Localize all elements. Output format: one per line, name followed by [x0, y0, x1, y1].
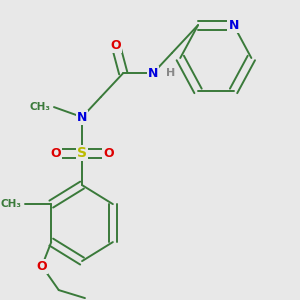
Text: N: N	[77, 111, 87, 124]
Text: N: N	[228, 19, 239, 32]
Text: O: O	[50, 147, 61, 160]
Text: CH₃: CH₃	[0, 199, 21, 209]
Text: O: O	[110, 39, 121, 52]
Text: H: H	[166, 68, 176, 78]
Text: N: N	[148, 67, 158, 80]
Text: S: S	[77, 146, 87, 160]
Text: CH₃: CH₃	[29, 102, 50, 112]
Text: O: O	[37, 260, 47, 273]
Text: O: O	[103, 147, 114, 160]
